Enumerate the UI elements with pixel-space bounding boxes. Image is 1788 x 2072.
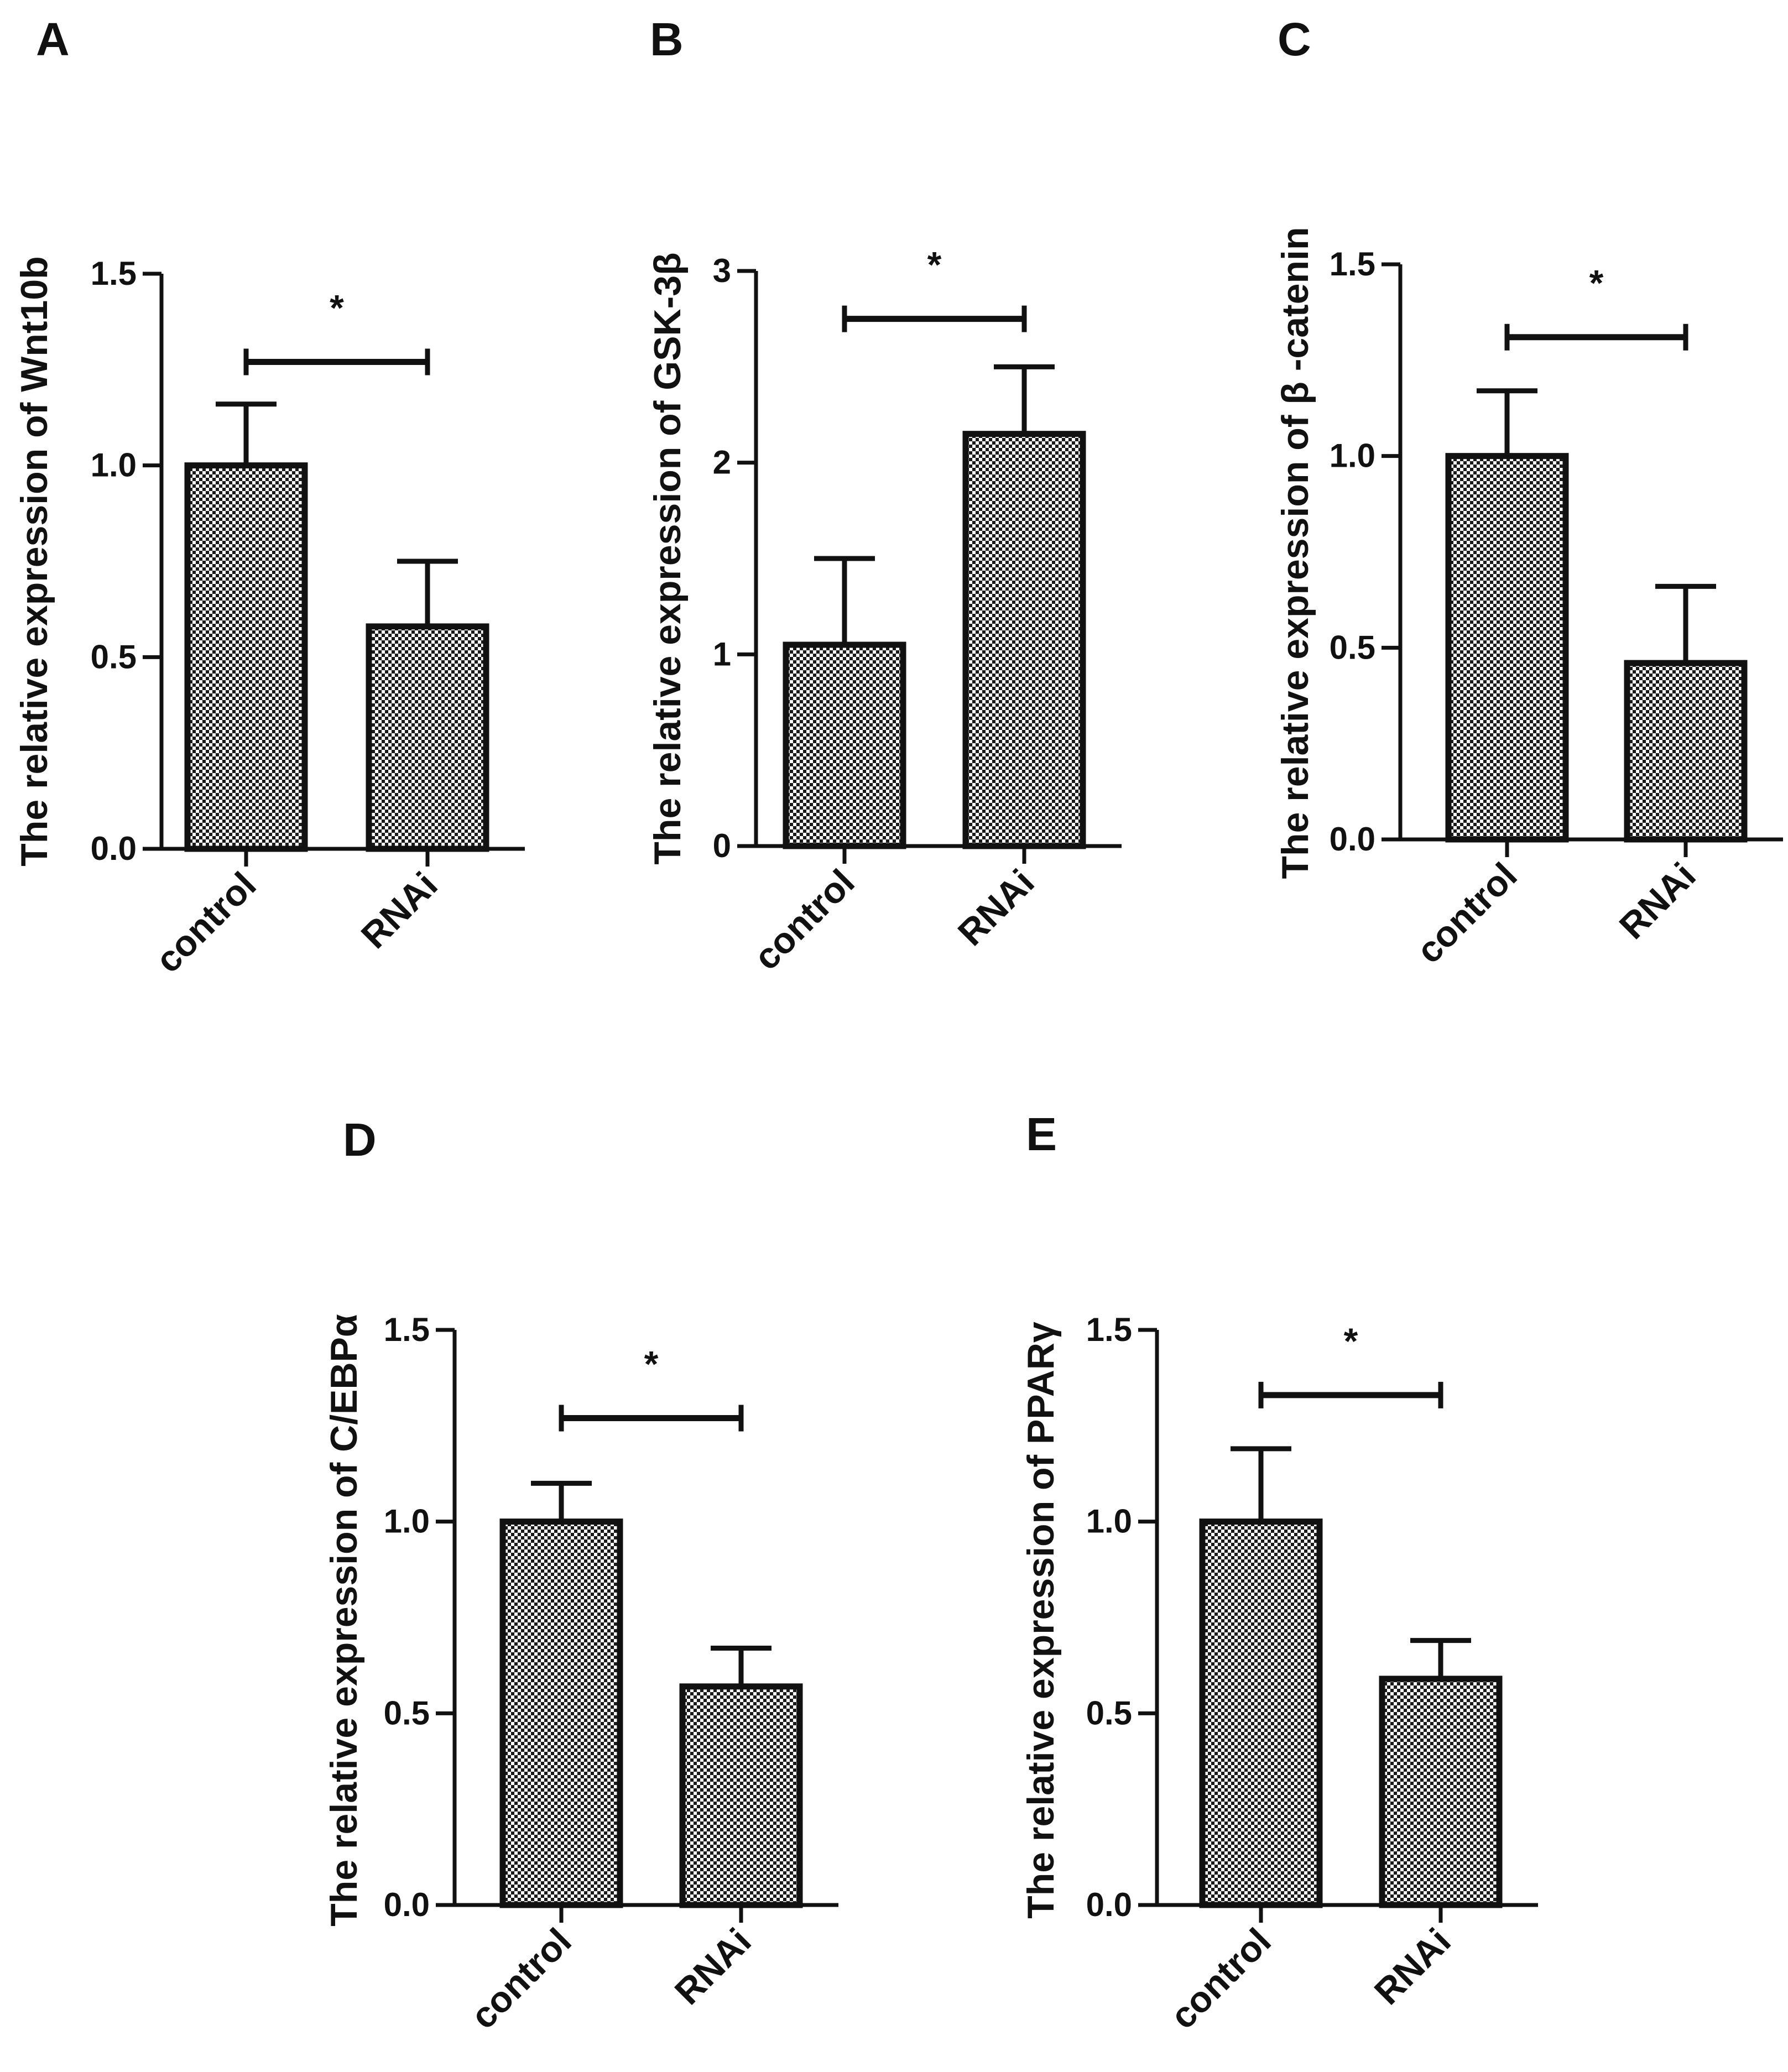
panel-d-group: D 0.0 0.5 1.0 1.5 The relative expression of … <box>323 1114 838 2037</box>
panel-b-x-tick-label-rnai: RNAi <box>950 862 1041 953</box>
panel-d-y-axis-label: The relative expression of C/EBPα <box>323 1314 365 1927</box>
panel-e-y-tick-label: 1.5 <box>1086 1311 1132 1348</box>
panel-b-y-tick-label: 0 <box>713 827 731 864</box>
panel-e-bar-control <box>1199 1518 1323 1908</box>
panel-c-y-tick-label: 0.5 <box>1330 629 1375 666</box>
panel-b-y-axis-label: The relative expression of GSK-3β <box>647 252 689 864</box>
panel-e-significance-star: * <box>1344 1321 1358 1361</box>
panel-c-bar-control <box>1445 453 1569 843</box>
panel-a-y-tick-label: 0.5 <box>91 638 137 675</box>
panel-e-letter: E <box>1026 1108 1057 1160</box>
panel-e-bar-rnai <box>1379 1676 1503 1908</box>
panel-e-y-tick-label: 0.5 <box>1086 1694 1132 1731</box>
panel-d-y-tick-label: 0.0 <box>384 1886 430 1923</box>
panel-a-group: A 0.0 0.5 1.0 1.5 The relative expression of … <box>13 13 525 980</box>
panel-e-y-axis-label: The relative expression of PPARγ <box>1020 1322 1062 1919</box>
panel-d-bar-rnai <box>679 1683 803 1908</box>
panel-d-y-tick-label: 1.0 <box>384 1503 430 1540</box>
panel-e-group: E 0.0 0.5 1.0 1.5 The relative expression of … <box>1020 1108 1538 2037</box>
panel-c-group: C 0.0 0.5 1.0 1.5 The relative expression of … <box>1274 13 1783 971</box>
panel-c-y-tick-label: 0.0 <box>1330 821 1375 858</box>
panel-c-y-tick-label: 1.5 <box>1330 246 1375 283</box>
panel-c-x-tick-label-control: control <box>1408 855 1524 971</box>
panel-e-y-tick-label: 1.0 <box>1086 1503 1132 1540</box>
panel-a-x-tick-label-control: control <box>147 864 263 980</box>
panel-a-y-tick-label: 1.5 <box>91 255 137 292</box>
panel-d-significance-star: * <box>644 1343 659 1384</box>
panel-b-y-tick-label: 1 <box>713 635 731 672</box>
panel-c-letter: C <box>1278 13 1311 65</box>
panel-d-y-tick-label: 0.5 <box>384 1694 430 1731</box>
panel-b-letter: B <box>650 13 684 65</box>
panel-a-y-axis-label: The relative expression of Wnt10b <box>13 256 55 866</box>
panel-b-group: B 0 1 2 3 The relative expression of GSK-3β co… <box>647 13 1122 978</box>
panel-d-letter: D <box>343 1114 377 1166</box>
panel-a-x-tick-label-rnai: RNAi <box>353 864 445 956</box>
panel-c-y-axis-label: The relative expression of β -catenin <box>1274 227 1316 879</box>
panel-c-bar-rnai <box>1624 660 1748 843</box>
panel-a-y-tick-label: 0.0 <box>91 830 137 867</box>
panel-d-y-tick-label: 1.5 <box>384 1311 430 1348</box>
panel-a-letter: A <box>36 13 70 65</box>
panel-a-bar-rnai <box>366 623 489 852</box>
panel-a-significance-star: * <box>330 287 344 328</box>
panel-d-bar-control <box>499 1518 623 1908</box>
panel-b-bar-control <box>783 641 906 849</box>
panel-a-bar-control <box>184 462 308 852</box>
panel-e-x-tick-label-rnai: RNAi <box>1366 1920 1458 2012</box>
panel-d-x-tick-label-rnai: RNAi <box>666 1920 758 2012</box>
panel-b-x-tick-label-control: control <box>746 862 862 978</box>
panel-b-y-tick-label: 3 <box>713 252 731 289</box>
panel-b-bar-rnai <box>962 431 1086 849</box>
panel-c-significance-star: * <box>1589 263 1604 304</box>
panel-e-x-tick-label-control: control <box>1162 1920 1278 2037</box>
panel-c-y-tick-label: 1.0 <box>1330 437 1375 474</box>
panel-b-y-tick-label: 2 <box>713 444 731 481</box>
panel-e-y-tick-label: 0.0 <box>1086 1886 1132 1923</box>
panel-a-y-tick-label: 1.0 <box>91 447 137 484</box>
panel-d-x-tick-label-control: control <box>462 1920 578 2037</box>
panel-b-significance-star: * <box>927 244 942 285</box>
panel-c-x-tick-label-rnai: RNAi <box>1611 855 1703 947</box>
